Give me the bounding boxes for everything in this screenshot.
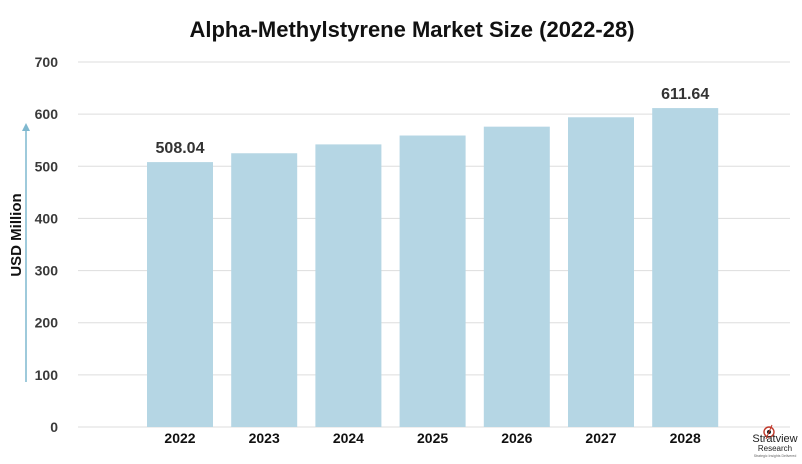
y-axis-arrow bbox=[22, 123, 30, 382]
stratview-logo: Stratview Research Strategic Insights De… bbox=[752, 424, 798, 458]
logo-sub: Research bbox=[758, 444, 792, 453]
y-tick-label: 300 bbox=[35, 263, 59, 279]
logo-tagline: Strategic Insights Delivered bbox=[754, 454, 797, 458]
x-tick-label: 2022 bbox=[164, 430, 195, 446]
y-tick-label: 500 bbox=[35, 158, 59, 174]
bar-2027 bbox=[568, 117, 634, 428]
y-tick-label: 600 bbox=[35, 106, 59, 122]
x-tick-label: 2025 bbox=[417, 430, 448, 446]
data-labels: 508.04 611.64 bbox=[156, 86, 710, 157]
y-tick-label: 200 bbox=[35, 315, 59, 331]
x-axis-ticks: 2022 2023 2024 2025 2026 2027 2028 bbox=[164, 430, 701, 446]
target-icon bbox=[763, 424, 775, 440]
y-axis-label: USD Million bbox=[8, 193, 25, 276]
x-tick-label: 2028 bbox=[670, 430, 701, 446]
bar-2025 bbox=[399, 135, 466, 427]
bars bbox=[147, 108, 719, 428]
y-axis-arrow-head bbox=[22, 123, 30, 131]
x-tick-label: 2026 bbox=[501, 430, 532, 446]
y-tick-label: 0 bbox=[50, 419, 58, 435]
bar-2023 bbox=[231, 153, 298, 427]
logo-name: Stratview bbox=[752, 433, 797, 445]
y-axis-ticks: 0 100 200 300 400 500 600 700 bbox=[35, 54, 59, 435]
x-tick-label: 2023 bbox=[249, 430, 280, 446]
y-tick-label: 700 bbox=[35, 54, 59, 70]
x-tick-label: 2027 bbox=[585, 430, 616, 446]
y-tick-label: 400 bbox=[35, 210, 59, 226]
data-label-2028: 611.64 bbox=[661, 86, 709, 103]
bar-2022 bbox=[147, 162, 213, 427]
data-label-2022: 508.04 bbox=[156, 140, 205, 157]
bar-2024 bbox=[315, 144, 382, 427]
bar-2028 bbox=[652, 108, 719, 427]
bar-2026 bbox=[483, 126, 550, 428]
y-tick-label: 100 bbox=[35, 367, 59, 383]
chart-title: Alpha-Methylstyrene Market Size (2022-28… bbox=[189, 17, 634, 42]
x-tick-label: 2024 bbox=[333, 430, 364, 446]
